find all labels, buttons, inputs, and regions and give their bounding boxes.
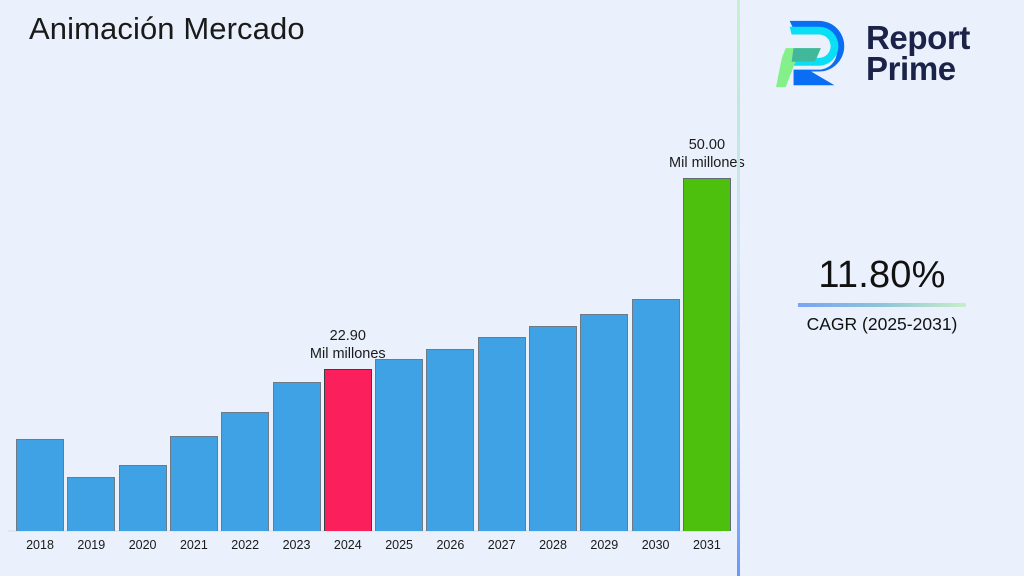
bar-value-label-2031: 50.00 Mil millones bbox=[669, 136, 745, 172]
bar-2024[interactable] bbox=[323, 369, 372, 531]
chart-plot-area: 22.90 Mil millones 50.00 Mil millones 2018 2… bbox=[8, 0, 745, 552]
cagr-block: 11.80% CAGR (2025-2031) bbox=[740, 252, 1024, 335]
brand-logo: Report Prime bbox=[776, 8, 1006, 100]
bar-2029[interactable] bbox=[580, 313, 629, 531]
brand-logo-line-1: Report bbox=[866, 19, 970, 57]
bar-slot-2020 bbox=[118, 0, 167, 531]
x-tick-2022: 2022 bbox=[231, 538, 260, 552]
bar-slot-2025 bbox=[375, 0, 424, 531]
bar-2023[interactable] bbox=[272, 382, 321, 531]
bar-2018[interactable] bbox=[16, 438, 64, 531]
x-tick-2023: 2023 bbox=[282, 538, 311, 552]
brand-logo-text: Report Prime bbox=[866, 19, 970, 87]
bar-unit-2031: Mil millones bbox=[669, 155, 745, 171]
bar-2030[interactable] bbox=[631, 298, 680, 531]
bar-2020[interactable] bbox=[118, 465, 167, 531]
bar-slot-2023 bbox=[272, 0, 321, 531]
x-tick-2030: 2030 bbox=[641, 538, 670, 552]
x-tick-2018: 2018 bbox=[26, 538, 54, 552]
bar-slot-2030 bbox=[631, 0, 680, 531]
x-tick-2024: 2024 bbox=[333, 538, 362, 552]
bar-slot-2026 bbox=[426, 0, 475, 531]
x-tick-2031: 2031 bbox=[692, 538, 721, 552]
cagr-caption: CAGR (2025-2031) bbox=[806, 313, 958, 334]
bar-value-2031: 50.00 bbox=[688, 137, 726, 153]
bar-slot-2029 bbox=[580, 0, 629, 531]
bar-2031[interactable] bbox=[682, 178, 731, 531]
brand-logo-line-2: Prime bbox=[866, 50, 956, 87]
bar-slot-2028 bbox=[529, 0, 577, 531]
panel-divider bbox=[737, 0, 740, 576]
bar-slot-2019 bbox=[67, 0, 116, 531]
x-tick-2020: 2020 bbox=[128, 538, 157, 552]
brand-panel: Report Prime 11.80% CAGR (2025-2031) bbox=[740, 0, 1024, 576]
bar-2019[interactable] bbox=[67, 476, 116, 531]
x-tick-2021: 2021 bbox=[179, 538, 208, 552]
x-tick-2029: 2029 bbox=[590, 538, 619, 552]
x-tick-2027: 2027 bbox=[487, 538, 516, 552]
bar-value-label-2024: 22.90 Mil millones bbox=[310, 327, 386, 363]
bar-unit-2024: Mil millones bbox=[309, 346, 386, 363]
bar-slot-2018 bbox=[16, 0, 64, 531]
bar-slot-2021 bbox=[169, 0, 218, 531]
cagr-value: 11.80% bbox=[818, 254, 946, 296]
bar-2028[interactable] bbox=[529, 325, 577, 531]
bar-2027[interactable] bbox=[477, 336, 526, 531]
cagr-divider-rule bbox=[798, 303, 966, 307]
bar-2021[interactable] bbox=[169, 435, 218, 531]
bar-2025[interactable] bbox=[375, 359, 424, 531]
bar-series: 22.90 Mil millones 50.00 Mil millones bbox=[16, 0, 745, 531]
bar-value-2024: 22.90 bbox=[329, 328, 366, 345]
report-prime-logo-mark bbox=[776, 20, 845, 88]
x-tick-2026: 2026 bbox=[436, 538, 465, 552]
bar-slot-2031: 50.00 Mil millones bbox=[669, 0, 745, 531]
bar-slot-2022 bbox=[221, 0, 270, 531]
bar-slot-2024: 22.90 Mil millones bbox=[310, 0, 386, 531]
bar-2026[interactable] bbox=[426, 348, 475, 531]
bar-slot-2027 bbox=[477, 0, 526, 531]
x-tick-2025: 2025 bbox=[385, 538, 413, 552]
bar-2022[interactable] bbox=[221, 412, 270, 531]
page-title: Animación Mercado bbox=[29, 11, 305, 46]
x-tick-2028: 2028 bbox=[539, 538, 567, 552]
x-tick-2019: 2019 bbox=[77, 538, 106, 552]
